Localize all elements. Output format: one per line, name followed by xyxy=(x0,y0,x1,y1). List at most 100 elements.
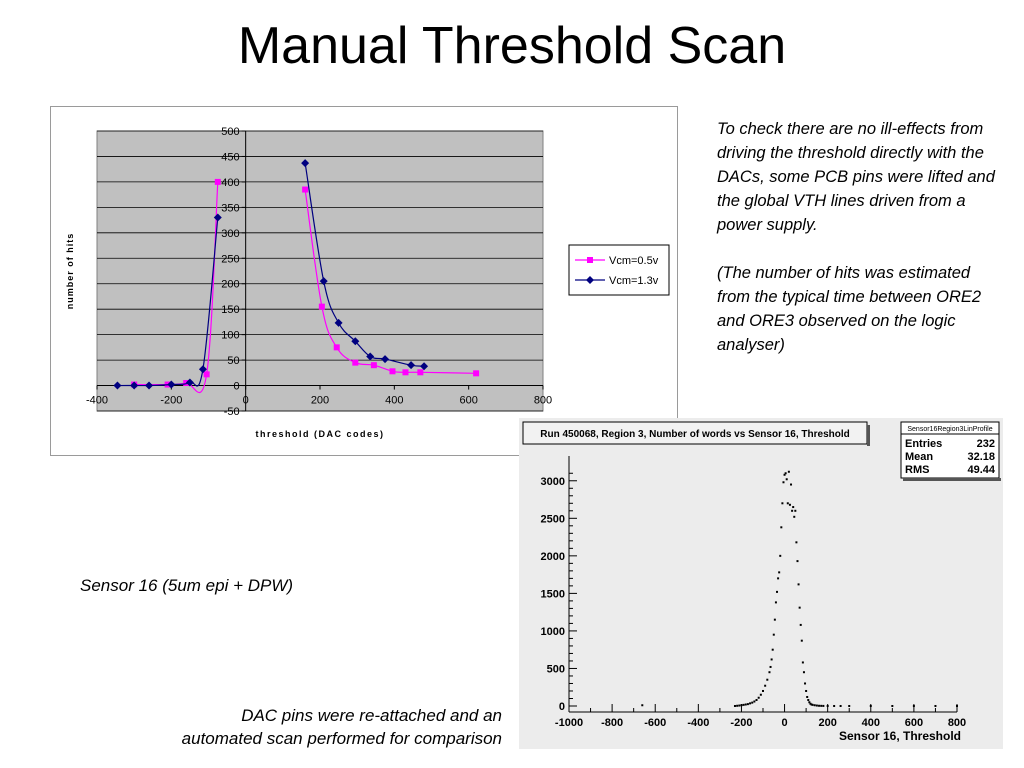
x-tick-label: -400 xyxy=(687,717,709,729)
y-tick-label: 300 xyxy=(221,228,239,240)
data-point xyxy=(203,371,210,378)
sensor-caption: Sensor 16 (5um epi + DPW) xyxy=(80,576,294,595)
title-box-shadow xyxy=(867,425,870,446)
data-point xyxy=(641,704,644,707)
data-point xyxy=(334,318,343,327)
x-tick-label: 600 xyxy=(459,395,477,407)
data-point xyxy=(785,478,788,481)
data-point xyxy=(198,365,207,374)
data-point xyxy=(848,704,851,707)
data-point xyxy=(808,701,811,704)
data-point xyxy=(813,704,816,707)
stats-box-shadow xyxy=(903,478,1001,481)
data-point xyxy=(773,618,776,621)
y-tick-label: 1500 xyxy=(541,588,565,600)
data-point xyxy=(318,303,325,310)
data-point xyxy=(784,472,787,475)
data-point xyxy=(766,678,769,681)
y-tick-label: 200 xyxy=(221,279,239,291)
stats-box: Sensor16Region3LinProfile Entries 232 Mean 3… xyxy=(900,421,1001,481)
data-point xyxy=(764,684,767,687)
data-point xyxy=(793,515,796,518)
data-point xyxy=(742,703,745,706)
x-tick-label: 0 xyxy=(243,395,249,407)
data-point xyxy=(806,695,809,698)
data-point xyxy=(891,704,894,707)
data-point xyxy=(802,671,805,674)
stats-value: 232 xyxy=(977,438,995,450)
data-point xyxy=(113,381,122,390)
x-tick-label: -600 xyxy=(644,717,666,729)
data-point xyxy=(777,577,780,580)
data-point xyxy=(790,483,793,486)
y-tick-label: 1000 xyxy=(541,626,565,638)
data-point xyxy=(770,658,773,661)
data-point xyxy=(768,671,771,674)
legend-box xyxy=(568,244,670,296)
right-note: To check there are no ill-effects from d… xyxy=(717,117,1007,381)
x-tick-label: 0 xyxy=(781,717,787,729)
data-point xyxy=(811,703,814,706)
legend-label: Vcm=0.5v xyxy=(609,255,659,267)
x-tick-label: -800 xyxy=(601,717,623,729)
automated-scan-chart: 0 500 1000 1500 2000 2500 3000 -1000 -800 -600 -40… xyxy=(519,418,1003,749)
y-axis-title: number of hits xyxy=(65,233,75,310)
data-point xyxy=(333,344,340,351)
data-point xyxy=(319,277,328,286)
data-point xyxy=(744,703,747,706)
data-point xyxy=(417,369,424,376)
bottom-caption-line-2: automated scan performed for comparison xyxy=(181,729,502,748)
data-point xyxy=(800,639,803,642)
y-tick-label: 350 xyxy=(221,202,239,214)
x-axis-title: threshold (DAC codes) xyxy=(255,429,384,439)
y-tick-label: 450 xyxy=(221,151,239,163)
note-paragraph-1: To check there are no ill-effects from d… xyxy=(717,120,995,234)
stats-label: RMS xyxy=(905,464,929,476)
data-point xyxy=(778,571,781,574)
x-tick-label: -200 xyxy=(160,395,182,407)
x-tick-label: 600 xyxy=(905,717,923,729)
data-point xyxy=(818,704,821,707)
data-point xyxy=(807,698,810,701)
y-tick-label: 2000 xyxy=(541,551,565,563)
data-point xyxy=(779,554,782,557)
data-point xyxy=(733,704,736,707)
bottom-caption: DAC pins were re-attached and an automat… xyxy=(100,704,502,750)
data-point xyxy=(736,704,739,707)
stats-label: Mean xyxy=(905,451,933,463)
data-point xyxy=(366,352,375,361)
x-tick-label: 200 xyxy=(818,717,836,729)
chart-title-box: Run 450068, Region 3, Number of words vs… xyxy=(522,421,870,446)
data-point xyxy=(185,378,194,387)
y-tick-label: 150 xyxy=(221,304,239,316)
x-tick-label: 800 xyxy=(534,395,552,407)
x-axis-title: Sensor 16, Threshold xyxy=(839,729,961,743)
data-point xyxy=(801,661,804,664)
x-tick-label: -1000 xyxy=(555,717,583,729)
data-point xyxy=(799,623,802,626)
data-point xyxy=(956,704,958,707)
legend-label: Vcm=1.3v xyxy=(609,275,659,287)
data-point xyxy=(351,337,360,346)
data-point xyxy=(797,583,800,586)
plot-area xyxy=(96,130,544,412)
data-point xyxy=(769,665,772,668)
data-point xyxy=(804,682,807,685)
y-tick-label: 2500 xyxy=(541,513,565,525)
data-point xyxy=(795,541,798,544)
data-point xyxy=(381,355,390,364)
legend-marker xyxy=(586,276,594,284)
legend-marker xyxy=(587,257,593,263)
data-point xyxy=(389,368,396,375)
stats-name: Sensor16Region3LinProfile xyxy=(907,426,992,433)
data-point xyxy=(370,362,377,369)
data-point xyxy=(749,702,752,705)
data-point xyxy=(815,704,818,707)
data-point xyxy=(798,606,801,609)
chart-legend: Vcm=0.5v Vcm=1.3v xyxy=(568,244,670,296)
data-point xyxy=(402,369,409,376)
data-point xyxy=(302,186,309,193)
stats-value: 32.18 xyxy=(967,451,995,463)
stats-label: Entries xyxy=(905,438,942,450)
